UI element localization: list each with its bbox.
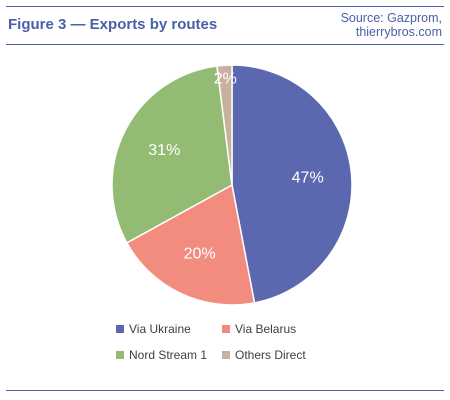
legend-label-belarus: Via Belarus bbox=[235, 322, 297, 336]
pie-slice-ukraine bbox=[231, 64, 353, 304]
source-line-2: thierrybros.com bbox=[355, 25, 442, 39]
slice-label-nord-stream: 31% bbox=[148, 142, 180, 159]
source-note: Source: Gazprom, thierrybros.com bbox=[341, 11, 442, 39]
legend-label-nord-stream: Nord Stream 1 bbox=[129, 348, 208, 362]
legend-item-nord-stream: Nord Stream 1 bbox=[116, 348, 207, 362]
legend-item-belarus: Via Belarus bbox=[222, 322, 296, 336]
slice-label-belarus: 20% bbox=[184, 245, 216, 262]
legend-label-ukraine: Via Ukraine bbox=[129, 322, 191, 336]
legend-item-ukraine: Via Ukraine bbox=[116, 322, 191, 336]
legend-swatch-ukraine bbox=[116, 325, 124, 333]
header-rule bbox=[6, 44, 444, 45]
bottom-rule bbox=[6, 390, 444, 391]
legend-swatch-belarus bbox=[222, 325, 230, 333]
pie-slice-others bbox=[216, 64, 233, 186]
legend-label-others: Others Direct bbox=[235, 348, 306, 362]
source-line-1: Source: Gazprom, bbox=[340, 11, 442, 25]
pie-slice-belarus bbox=[125, 183, 256, 306]
legend-item-others: Others Direct bbox=[222, 348, 306, 362]
legend-swatch-nord-stream bbox=[116, 351, 124, 359]
slice-label-others: 2% bbox=[214, 71, 237, 88]
top-rule bbox=[6, 6, 444, 7]
figure-title: Figure 3 — Exports by routes bbox=[8, 16, 218, 33]
pie-slice-nord-stream bbox=[111, 65, 233, 244]
legend-swatch-others bbox=[222, 351, 230, 359]
slice-label-ukraine: 47% bbox=[292, 169, 324, 186]
